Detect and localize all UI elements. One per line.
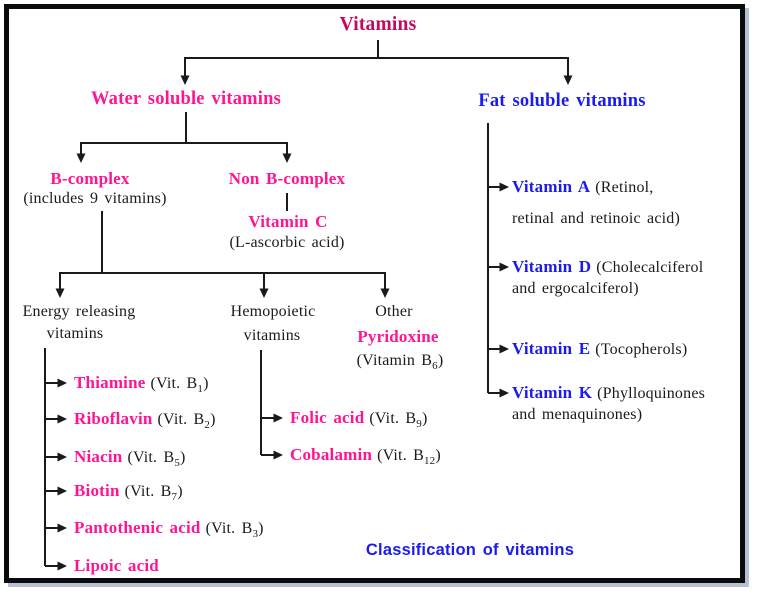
hemo-item-cobalamin: Cobalamin (Vit. B12) [290, 445, 441, 468]
hemo-group-label-line2: vitamins [243, 327, 301, 344]
diagram-caption: Classification of vitamins [365, 541, 575, 559]
connector-energy-list [44, 348, 67, 571]
pyridoxine-note-sub: 6 [432, 360, 438, 373]
connector-water-split [76, 112, 292, 163]
hemo-item-folic-acid: Folic acid (Vit. B9) [290, 408, 428, 431]
item-name: Folic acid [290, 408, 365, 427]
energy-item-thiamine: Thiamine (Vit. B1) [74, 373, 209, 396]
item-name: Vitamin D [512, 257, 592, 276]
energy-group-label-line1: Energy releasing [22, 303, 136, 320]
item-detail: (Cholecalciferol [596, 259, 704, 276]
energy-item-lipoic-acid: Lipoic acid [74, 556, 164, 577]
energy-item-riboflavin: Riboflavin (Vit. B2) [74, 409, 216, 432]
item-name: Niacin [74, 447, 123, 466]
item-detail: (Vit. B12) [377, 447, 441, 468]
item-detail: (Vit. B2) [157, 411, 216, 432]
fat-item-vitamin-k: Vitamin K (Phylloquinones [512, 383, 705, 404]
item-name: Pantothenic acid [74, 518, 201, 537]
fat-item-vitamin-d: Vitamin D (Cholecalciferol [512, 257, 703, 278]
item-name: Riboflavin [74, 409, 153, 428]
item-detail: (Tocopherols) [595, 341, 688, 358]
connector-title-split [180, 40, 573, 85]
item-name: Thiamine [74, 373, 146, 392]
fat-item-vitamin-e: Vitamin E (Tocopherols) [512, 339, 687, 360]
pyridoxine-note-close: ) [437, 352, 444, 369]
vitamin-c-note: (L-ascorbic acid) [229, 234, 345, 251]
connector-hemo-list [260, 350, 283, 460]
hemo-group-label-line1: Hemopoietic [230, 303, 316, 320]
item-name: Lipoic acid [74, 556, 159, 575]
fat-soluble-label: Fat soluble vitamins [478, 91, 646, 111]
item-name: Cobalamin [290, 445, 373, 464]
connector-fat-list [487, 123, 509, 398]
pyridoxine-label: Pyridoxine [357, 327, 439, 346]
fat-item-vitamin-a: Vitamin A (Retinol, [512, 177, 654, 198]
fat-item-vitamin-k-line2: and menaquinones) [512, 406, 643, 423]
pyridoxine-note-text: (Vitamin B [356, 352, 433, 369]
item-detail: (Phylloquinones [597, 385, 706, 402]
item-detail: (Vit. B3) [205, 520, 264, 541]
item-detail: (Vit. B5) [127, 449, 186, 470]
connector-bcomplex-split [55, 211, 390, 298]
item-detail: (Vit. B1) [150, 375, 209, 396]
item-detail: (Retinol, [595, 179, 654, 196]
item-name: Biotin [74, 481, 120, 500]
item-name: Vitamin K [512, 383, 593, 402]
other-group-label: Other [375, 303, 413, 320]
item-detail: (Vit. B7) [124, 483, 183, 504]
b-complex-label: B-complex [50, 169, 130, 188]
energy-item-niacin: Niacin (Vit. B5) [74, 447, 186, 470]
non-b-complex-label: Non B-complex [228, 169, 346, 188]
item-name: Vitamin E [512, 339, 591, 358]
b-complex-note: (includes 9 vitamins) [23, 190, 167, 207]
diagram-title: Vitamins [339, 14, 417, 35]
item-detail: (Vit. B9) [369, 410, 428, 431]
pyridoxine-note: (Vitamin B6) [356, 351, 444, 373]
diagram-border [4, 4, 745, 583]
fat-item-vitamin-a-line2: retinal and retinoic acid) [512, 210, 681, 227]
energy-item-biotin: Biotin (Vit. B7) [74, 481, 183, 504]
water-soluble-label: Water soluble vitamins [91, 89, 281, 109]
vitamin-c-label: Vitamin C [248, 212, 328, 231]
energy-group-label-line2: vitamins [46, 325, 104, 342]
fat-item-vitamin-d-line2: and ergocalciferol) [512, 280, 639, 297]
item-name: Vitamin A [512, 177, 591, 196]
energy-item-pantothenic-acid: Pantothenic acid (Vit. B3) [74, 518, 264, 541]
